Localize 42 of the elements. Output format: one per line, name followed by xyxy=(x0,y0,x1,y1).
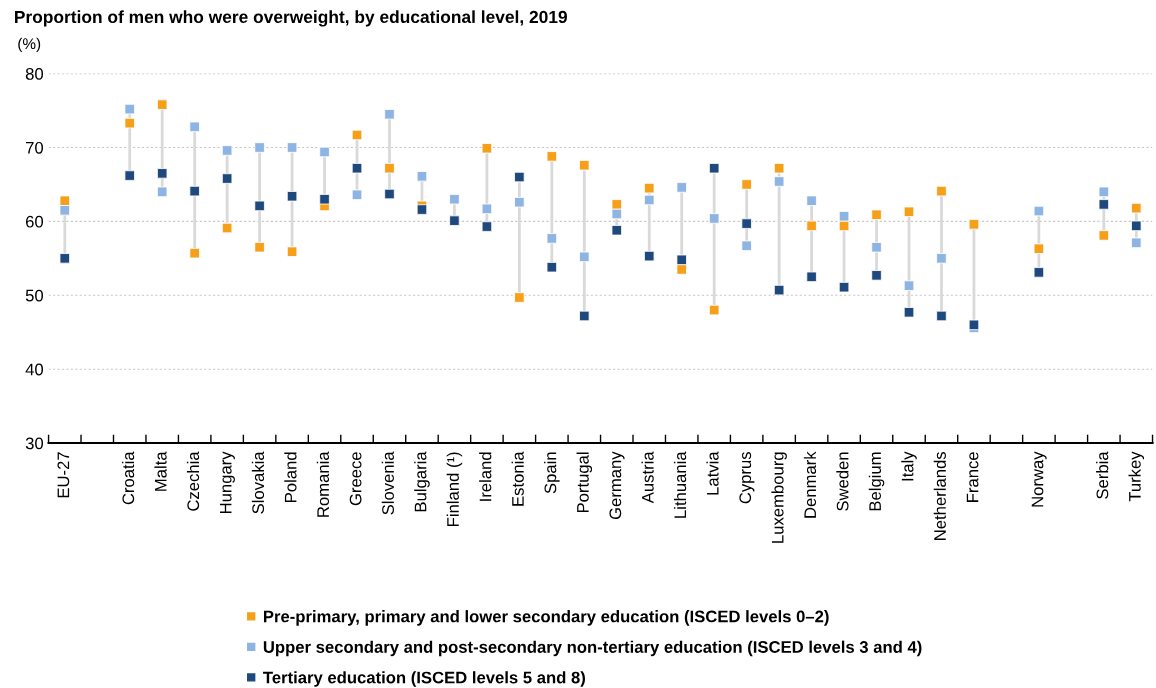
x-tick-label: Germany xyxy=(609,451,625,520)
x-tick-label: Spain xyxy=(544,452,560,494)
x-tick-label: Austria xyxy=(641,451,654,504)
y-tick-label: 80 xyxy=(25,68,44,80)
x-tick-label: Romania xyxy=(316,451,330,517)
x-tick-label: France xyxy=(966,452,979,502)
x-tick-label: Greece xyxy=(349,452,362,506)
x-tick-label: Belgium xyxy=(868,452,885,511)
x-tick-label: Turkey xyxy=(1128,451,1145,502)
x-tick-label: Italy xyxy=(901,451,917,481)
y-tick-label: 50 xyxy=(25,289,44,302)
x-tick-label: Hungary xyxy=(219,451,235,514)
y-tick-label: 60 xyxy=(26,215,44,228)
chart-title: Proportion of men who were overweight, by educational level, 2019 xyxy=(15,10,567,27)
x-tick-label: Luxembourg xyxy=(771,452,787,543)
x-tick-label: Sweden xyxy=(836,452,849,511)
x-tick-label: Malta xyxy=(154,451,167,491)
x-tick-label: Bulgaria xyxy=(414,451,430,512)
x-tick-label: Netherlands xyxy=(933,452,946,540)
x-tick-label: Ireland xyxy=(479,452,492,501)
legend-label: Pre-primary, primary and lower secondary education (ISCED levels 0–2) xyxy=(263,610,829,626)
x-tick-label: Denmark xyxy=(803,451,817,518)
x-tick-label: Cyprus xyxy=(739,452,755,504)
x-tick-label: Latvia xyxy=(706,451,719,495)
y-tick-label: 40 xyxy=(25,363,44,376)
x-tick-label: EU-27 xyxy=(57,452,70,498)
x-tick-label: Poland xyxy=(284,452,297,502)
x-tick-label: Estonia xyxy=(511,451,524,506)
x-tick-label: Finland (¹) xyxy=(446,452,463,526)
x-tick-label: Croatia xyxy=(121,451,135,505)
x-tick-label: Lithuania xyxy=(673,451,687,518)
y-axis-title: (%) xyxy=(18,37,41,53)
y-tick-label: 30 xyxy=(25,437,44,450)
x-tick-label: Norway xyxy=(1031,451,1047,507)
x-tick-label: Slovenia xyxy=(381,451,394,515)
x-tick-label: Czechia xyxy=(186,451,200,511)
y-tick-label: 70 xyxy=(26,141,44,154)
legend-label: Upper secondary and post-secondary non-tertiary education (ISCED levels 3 and 4) xyxy=(263,640,922,657)
legend-label: Tertiary education (ISCED levels 5 and 8) xyxy=(263,671,585,687)
x-tick-label: Serbia xyxy=(1096,451,1109,499)
x-tick-label: Portugal xyxy=(576,452,593,513)
x-tick-label: Slovakia xyxy=(251,451,265,514)
